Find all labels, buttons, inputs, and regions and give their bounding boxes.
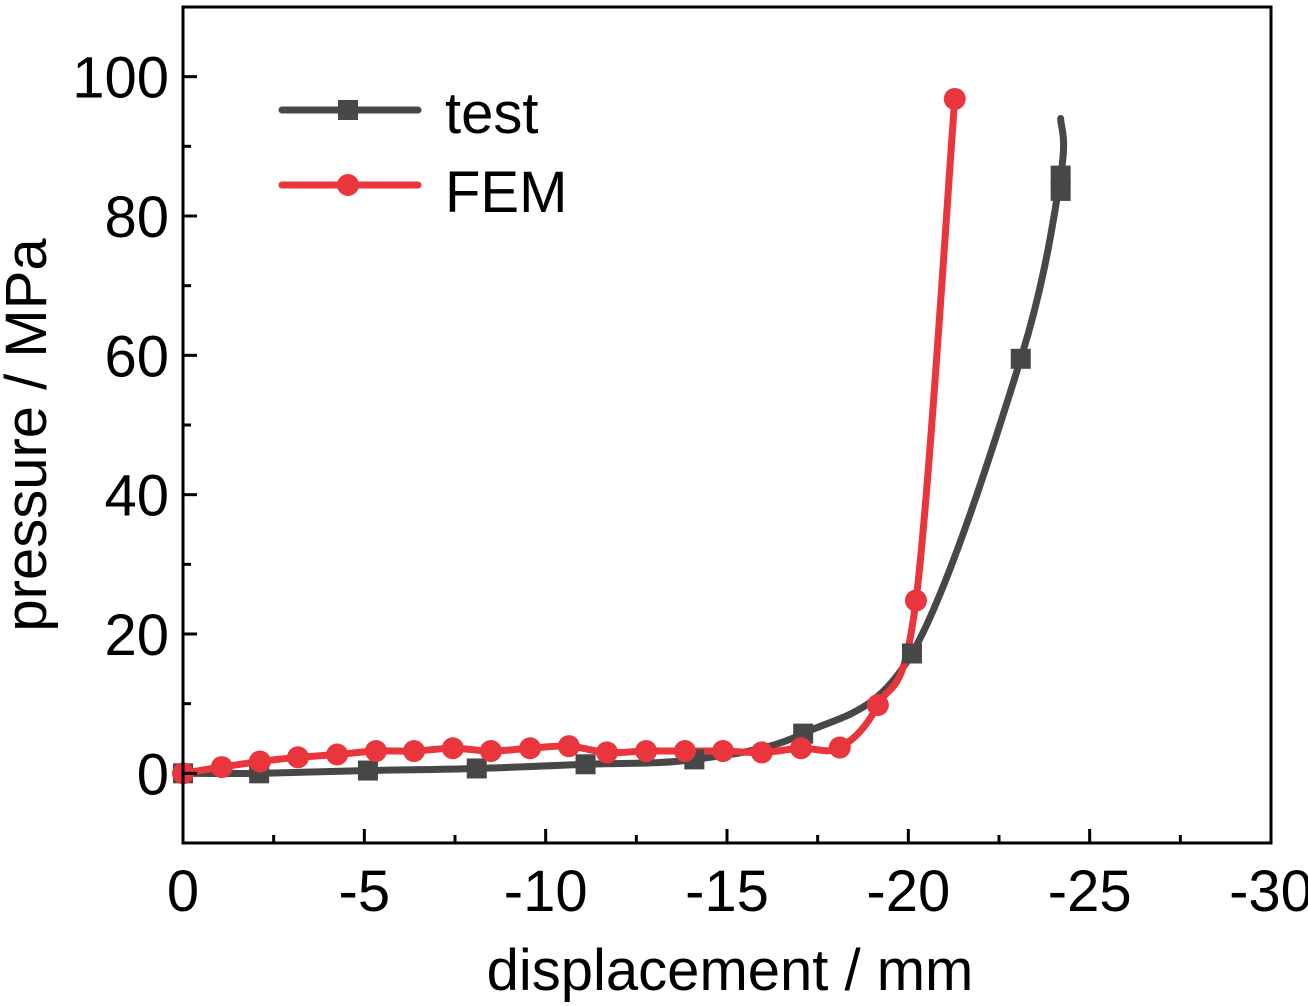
marker-fem <box>557 735 580 758</box>
marker-test <box>575 754 596 775</box>
marker-fem <box>364 740 387 763</box>
x-tick-label: -15 <box>685 859 769 924</box>
x-axis-label: displacement / mm <box>487 938 974 1003</box>
marker-fem <box>904 589 927 612</box>
legend-label-test: test <box>445 81 539 146</box>
legend-marker-test <box>338 100 358 120</box>
y-axis-label: pressure / MPa <box>0 238 59 632</box>
marker-test <box>1050 165 1071 186</box>
legend-label-fem: FEM <box>445 160 567 225</box>
marker-test <box>1010 348 1031 369</box>
marker-fem <box>248 750 271 773</box>
legend-marker-fem <box>337 174 359 196</box>
y-tick-label: 100 <box>72 46 169 111</box>
x-axis-ticks: 0 -5 -10 -15 -20 -25 -30 <box>167 829 1308 924</box>
y-axis-ticks: 0 20 40 60 80 100 <box>72 46 197 807</box>
plot-curves <box>179 95 1068 778</box>
marker-fem <box>712 740 735 763</box>
x-tick-label: -5 <box>339 859 391 924</box>
plot-markers <box>172 87 1071 785</box>
marker-fem <box>595 741 618 764</box>
marker-fem <box>210 756 233 779</box>
marker-test <box>901 643 922 664</box>
x-tick-label: -30 <box>1229 859 1308 924</box>
marker-fem <box>943 87 966 110</box>
y-tick-label: 60 <box>104 324 169 389</box>
marker-test <box>357 760 378 781</box>
marker-fem <box>828 736 851 759</box>
marker-fem <box>441 737 464 760</box>
x-tick-label: -25 <box>1048 859 1132 924</box>
marker-fem <box>519 737 542 760</box>
marker-fem <box>286 746 309 769</box>
marker-fem <box>479 740 502 763</box>
plot-frame <box>181 5 1273 845</box>
y-tick-label: 0 <box>137 742 169 807</box>
y-tick-label: 80 <box>104 185 169 250</box>
y-tick-label: 40 <box>104 464 169 529</box>
marker-fem <box>403 740 426 763</box>
x-tick-label: -20 <box>866 859 950 924</box>
x-tick-label: -10 <box>504 859 588 924</box>
marker-fem <box>750 741 773 764</box>
marker-fem <box>789 737 812 760</box>
marker-fem <box>866 694 889 717</box>
marker-fem <box>673 740 696 763</box>
marker-test <box>466 758 487 779</box>
marker-test <box>1050 180 1071 201</box>
legend: test FEM <box>278 81 567 225</box>
y-tick-label: 20 <box>104 603 169 668</box>
marker-fem <box>326 743 349 766</box>
curve-fem <box>179 95 959 777</box>
x-tick-label: 0 <box>167 859 199 924</box>
marker-fem <box>635 740 658 763</box>
